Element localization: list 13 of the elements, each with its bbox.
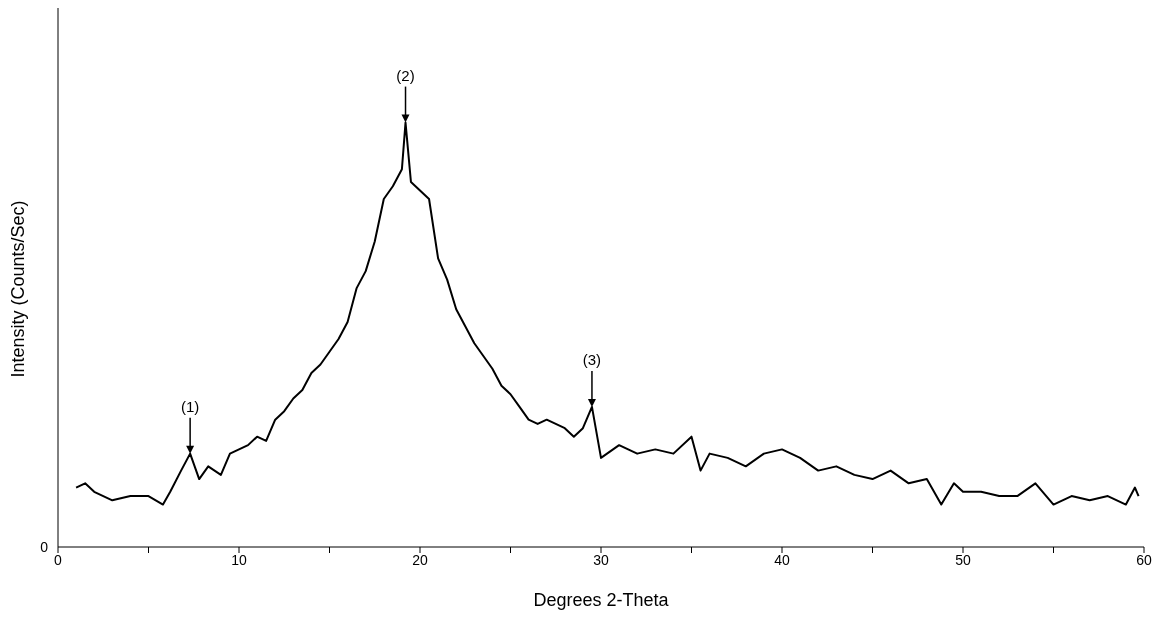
x-tick-label: 0	[54, 551, 63, 568]
annotation: (3)	[582, 350, 602, 368]
annotation: (1)	[180, 397, 200, 415]
x-tick-label: 50	[955, 551, 971, 568]
x-tick-label: 40	[774, 551, 790, 568]
x-tick-label: 20	[412, 551, 428, 568]
y-axis-title: Intensity (Counts/Sec)	[8, 200, 29, 378]
x-tick-label: 30	[593, 551, 609, 568]
x-tick-label: 10	[231, 551, 247, 568]
x-tick-label: 60	[1136, 551, 1152, 568]
text: 0	[40, 539, 49, 555]
annotation: (2)	[396, 66, 415, 84]
x-axis-title: Degrees 2-Theta	[533, 590, 670, 610]
